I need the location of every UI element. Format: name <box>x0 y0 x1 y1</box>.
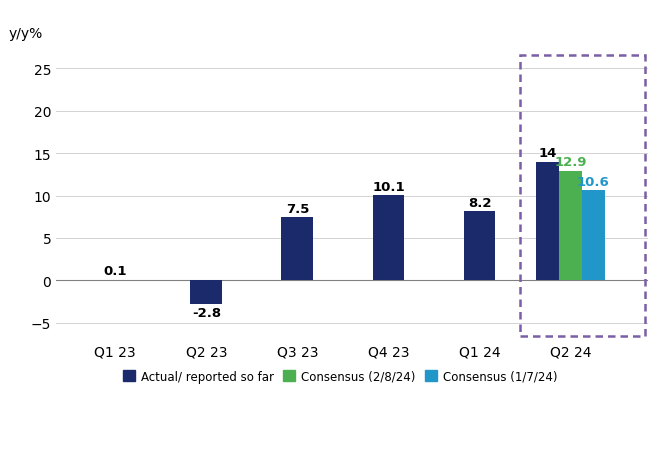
Text: 7.5: 7.5 <box>286 202 309 215</box>
Text: 10.1: 10.1 <box>372 180 405 193</box>
Text: 8.2: 8.2 <box>468 196 491 209</box>
Text: -2.8: -2.8 <box>192 307 221 320</box>
Text: 10.6: 10.6 <box>577 176 610 188</box>
Bar <box>582 191 605 281</box>
Bar <box>559 172 582 281</box>
Text: 0.1: 0.1 <box>103 265 127 278</box>
Bar <box>282 217 314 281</box>
Bar <box>463 212 495 281</box>
Bar <box>520 56 645 336</box>
Text: y/y%: y/y% <box>9 26 43 40</box>
Bar <box>536 162 559 281</box>
Legend: Actual/ reported so far, Consensus (2/8/24), Consensus (1/7/24): Actual/ reported so far, Consensus (2/8/… <box>119 365 562 388</box>
Bar <box>373 195 404 281</box>
Text: 14: 14 <box>538 147 557 160</box>
Bar <box>190 281 222 304</box>
Text: 12.9: 12.9 <box>554 156 587 169</box>
Bar <box>99 280 131 281</box>
